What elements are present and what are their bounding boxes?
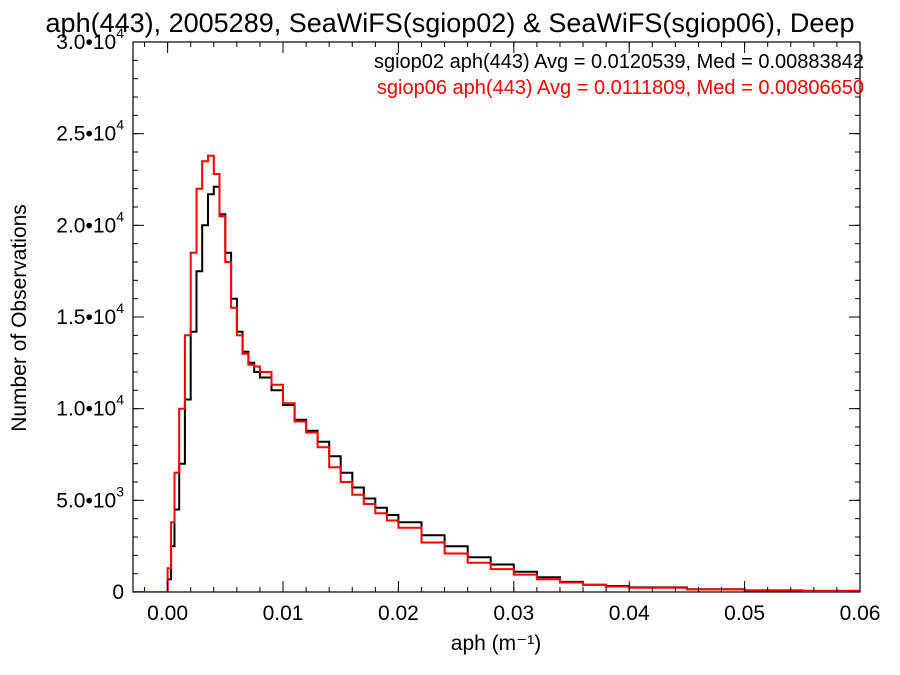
series-layer (133, 154, 860, 592)
plot-border (132, 41, 861, 593)
x-axis: 0.00 0.01 0.02 0.03 0.04 0.05 0.06 (144, 42, 881, 625)
legend-entry-2: sgiop06 aph(443) Avg = 0.0111809, Med = … (377, 77, 864, 99)
x-tick-label: 0.05 (724, 602, 765, 625)
chart-title: aph(443), 2005289, SeaWiFS(sgiop02) & Se… (46, 8, 855, 38)
x-tick-label: 0.03 (493, 602, 534, 625)
y-tick-label: 2.0•104 (56, 208, 124, 237)
x-tick-label: 0.06 (840, 602, 881, 625)
y-axis-label: Number of Observations (8, 204, 31, 432)
y-tick-label: 0 (112, 581, 124, 604)
y-tick-label: 2.5•104 (56, 117, 124, 146)
x-axis-label: aph (m⁻¹) (451, 632, 541, 655)
legend-entry-1: sgiop02 aph(443) Avg = 0.0120539, Med = … (374, 51, 864, 73)
y-tick-label: 1.0•104 (56, 392, 124, 421)
series-line-2 (133, 154, 860, 592)
x-tick-label: 0.04 (609, 602, 650, 625)
plot-frame (132, 41, 861, 593)
y-axis: 0 5.0•103 1.0•104 1.5•104 2.0•104 2.5•104 3.0•… (56, 25, 860, 604)
series-line-1 (133, 185, 860, 592)
y-tick-label: 5.0•103 (56, 483, 124, 512)
x-tick-label: 0.01 (263, 602, 304, 625)
y-tick-label: 1.5•104 (56, 300, 124, 329)
legend: sgiop02 aph(443) Avg = 0.0120539, Med = … (374, 51, 864, 99)
y-tick-label: 3.0•104 (56, 25, 124, 54)
x-tick-label: 0.02 (378, 602, 419, 625)
x-tick-label: 0.00 (147, 602, 188, 625)
